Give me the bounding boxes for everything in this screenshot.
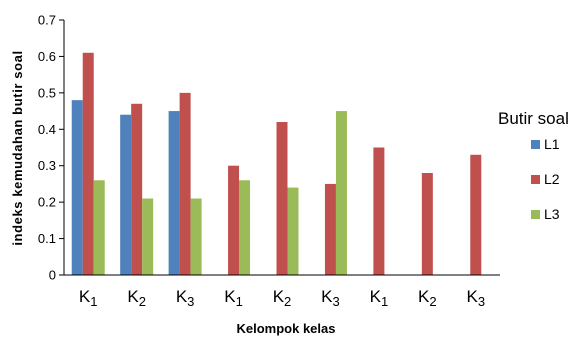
bar-l3-5 — [287, 187, 299, 275]
bar-l2-4 — [228, 165, 240, 275]
x-axis-label: Kelompok kelas — [237, 321, 336, 336]
y-tick-label: 0.6 — [38, 49, 56, 64]
x-category-label: K1 — [370, 287, 389, 309]
bar-l3-2 — [142, 198, 154, 275]
legend-label-l1: L1 — [544, 136, 560, 152]
bar-l3-4 — [239, 180, 251, 275]
bar-l3-3 — [190, 198, 202, 275]
y-axis-ticks: 0 0.1 0.2 0.3 0.4 0.5 0.6 0.7 — [38, 13, 64, 283]
y-tick-label: 0 — [49, 268, 56, 283]
bar-l3-6 — [335, 111, 347, 275]
bar-l3-1 — [93, 180, 105, 275]
x-category-label: K1 — [224, 287, 243, 309]
y-tick-label: 0.3 — [38, 158, 56, 173]
legend-title: Butir soal — [498, 109, 569, 128]
y-tick-label: 0.5 — [38, 85, 56, 100]
x-category-label: K2 — [418, 287, 437, 309]
bar-l2-9 — [470, 154, 482, 275]
bar-l2-2 — [131, 103, 143, 276]
legend-label-l2: L2 — [544, 171, 560, 187]
bar-l2-1 — [82, 52, 94, 276]
x-category-label: K2 — [273, 287, 292, 309]
bar-l1-3 — [168, 111, 180, 275]
bar-l2-7 — [373, 147, 385, 275]
legend-label-l3: L3 — [544, 206, 560, 222]
legend-swatch-l3 — [531, 210, 540, 219]
x-category-label: K2 — [127, 287, 146, 309]
bar-l2-6 — [324, 183, 336, 275]
y-tick-label: 0.4 — [38, 122, 56, 137]
x-category-label: K1 — [79, 287, 98, 309]
legend-swatch-l2 — [531, 175, 540, 184]
bars — [71, 52, 482, 276]
bar-l1-2 — [120, 114, 132, 275]
bar-l2-5 — [276, 122, 288, 275]
legend-swatch-l1 — [531, 140, 540, 149]
y-tick-label: 0.1 — [38, 231, 56, 246]
bar-l1-1 — [71, 100, 83, 276]
bar-l2-3 — [179, 92, 191, 275]
bar-l2-8 — [421, 173, 433, 275]
y-axis-label: indeks kemudahan butir soal — [10, 50, 25, 245]
y-tick-label: 0.7 — [38, 13, 56, 28]
y-tick-label: 0.2 — [38, 195, 56, 210]
x-category-label: K3 — [176, 287, 195, 309]
x-category-label: K3 — [321, 287, 340, 309]
legend: Butir soal L1 L2 L3 — [498, 109, 569, 222]
x-category-label: K3 — [466, 287, 485, 309]
x-axis-categories: K1 K2 K3 K1 K2 K3 K1 K2 K3 — [79, 287, 485, 309]
